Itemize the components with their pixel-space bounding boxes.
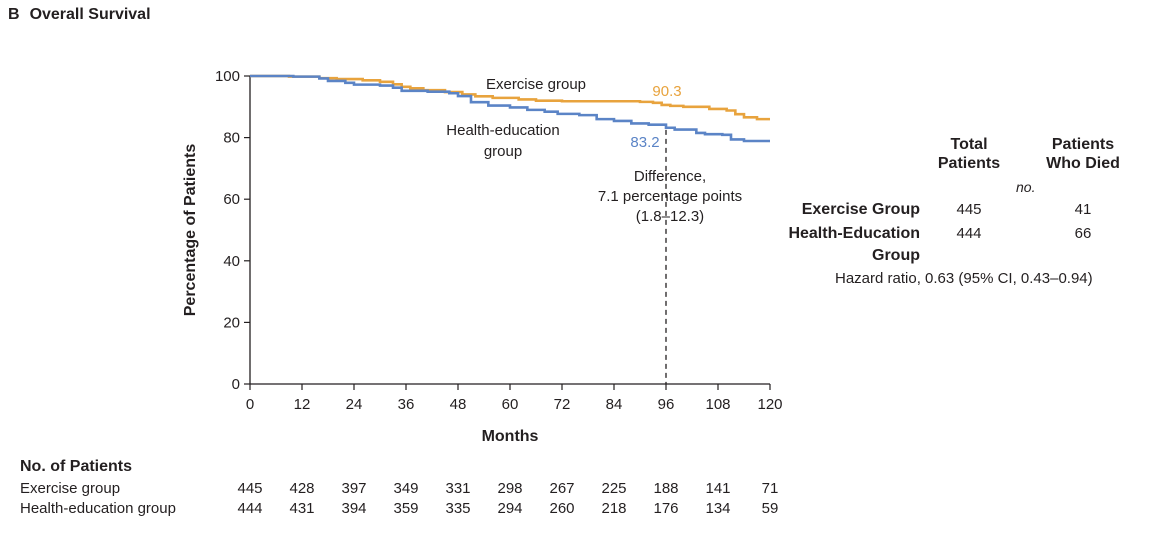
y-tick-label: 20	[223, 314, 240, 331]
unit-label: no.	[1016, 179, 1036, 195]
y-axis-title: Percentage of Patients	[182, 144, 199, 317]
exercise-group-label: Exercise Group	[801, 201, 920, 218]
col-total-header-line2: Patients	[937, 155, 1001, 172]
health-education-survival-line	[250, 74, 770, 143]
difference-label-1: Difference,	[634, 168, 706, 185]
col-died-header-line1: Patients	[1051, 136, 1115, 153]
at-risk-count: 431	[289, 500, 315, 517]
at-risk-count: 260	[549, 500, 575, 517]
at-risk-count: 218	[601, 500, 627, 517]
chart-annotations: 90.3 83.2 Exercise group Health-education gr…	[446, 76, 742, 384]
exercise-died: 41	[1074, 201, 1092, 218]
chart-axes: 0 12 24 36 48 60 72 84 96 108 120 0 20 40 60 80 100 Month…	[182, 68, 783, 445]
at-risk-count: 444	[237, 500, 263, 517]
panel-letter: B	[8, 6, 20, 23]
at-risk-count: 359	[393, 500, 419, 517]
x-axis-title: Months	[482, 428, 539, 445]
at-risk-count: 445	[237, 480, 263, 497]
health-group-label: Health-Education Group	[760, 223, 920, 267]
hazard-ratio: Hazard ratio, 0.63 (95% CI, 0.43–0.94)	[835, 270, 1093, 287]
y-tick-label: 80	[223, 130, 240, 147]
at-risk-count: 331	[445, 480, 471, 497]
exercise-line-label: Exercise group	[486, 76, 586, 93]
at-risk-count: 428	[289, 480, 315, 497]
at-risk-count: 267	[549, 480, 575, 497]
x-tick-label: 72	[554, 396, 571, 413]
chart-series	[250, 74, 770, 143]
difference-label-2: 7.1 percentage points	[598, 188, 742, 205]
exercise-value-label: 90.3	[652, 83, 681, 100]
x-tick-label: 24	[346, 396, 363, 413]
y-tick-label: 60	[223, 191, 240, 208]
x-tick-label: 48	[450, 396, 467, 413]
panel-title-text: Overall Survival	[29, 6, 151, 23]
y-tick-label: 40	[223, 253, 240, 270]
at-risk-count: 397	[341, 480, 367, 497]
col-died-header: Patients Who Died	[1040, 135, 1126, 173]
at-risk-count: 294	[497, 500, 523, 517]
panel-title: B Overall Survival	[8, 6, 151, 24]
health-line-label-1: Health-education	[446, 122, 559, 139]
at-risk-count: 225	[601, 480, 627, 497]
health-value-label: 83.2	[630, 134, 659, 151]
at-risk-count: 176	[653, 500, 679, 517]
at-risk-count: 349	[393, 480, 419, 497]
x-tick-label: 36	[398, 396, 415, 413]
at-risk-count: 59	[761, 500, 779, 517]
at-risk-row-label: Health-education group	[20, 500, 176, 517]
col-died-header-line2: Who Died	[1046, 155, 1120, 172]
at-risk-count: 141	[705, 480, 731, 497]
exercise-survival-line	[250, 74, 770, 121]
at-risk-count: 188	[653, 480, 679, 497]
x-tick-label: 0	[246, 396, 254, 413]
at-risk-count: 71	[761, 480, 779, 497]
col-total-header: Total Patients	[934, 135, 1004, 173]
health-total: 444	[956, 225, 982, 242]
col-total-header-line1: Total	[950, 136, 988, 153]
health-group-label-line2: Group	[872, 247, 920, 264]
x-tick-label: 96	[658, 396, 675, 413]
x-tick-label: 120	[757, 396, 782, 413]
health-line-label-2: group	[484, 143, 522, 160]
at-risk-title: No. of Patients	[20, 458, 133, 475]
y-tick-label: 0	[232, 376, 240, 393]
health-died: 66	[1074, 225, 1092, 242]
x-tick-label: 108	[705, 396, 730, 413]
difference-label-3: (1.8–12.3)	[636, 208, 704, 225]
health-group-label-line1: Health-Education	[788, 225, 920, 242]
x-tick-label: 84	[606, 396, 623, 413]
x-tick-label: 12	[294, 396, 311, 413]
at-risk-count: 134	[705, 500, 731, 517]
at-risk-count: 394	[341, 500, 367, 517]
x-tick-label: 60	[502, 396, 519, 413]
at-risk-count: 298	[497, 480, 523, 497]
at-risk-row-label: Exercise group	[20, 480, 121, 497]
exercise-total: 445	[956, 201, 982, 218]
at-risk-count: 335	[445, 500, 471, 517]
y-tick-label: 100	[215, 68, 240, 85]
